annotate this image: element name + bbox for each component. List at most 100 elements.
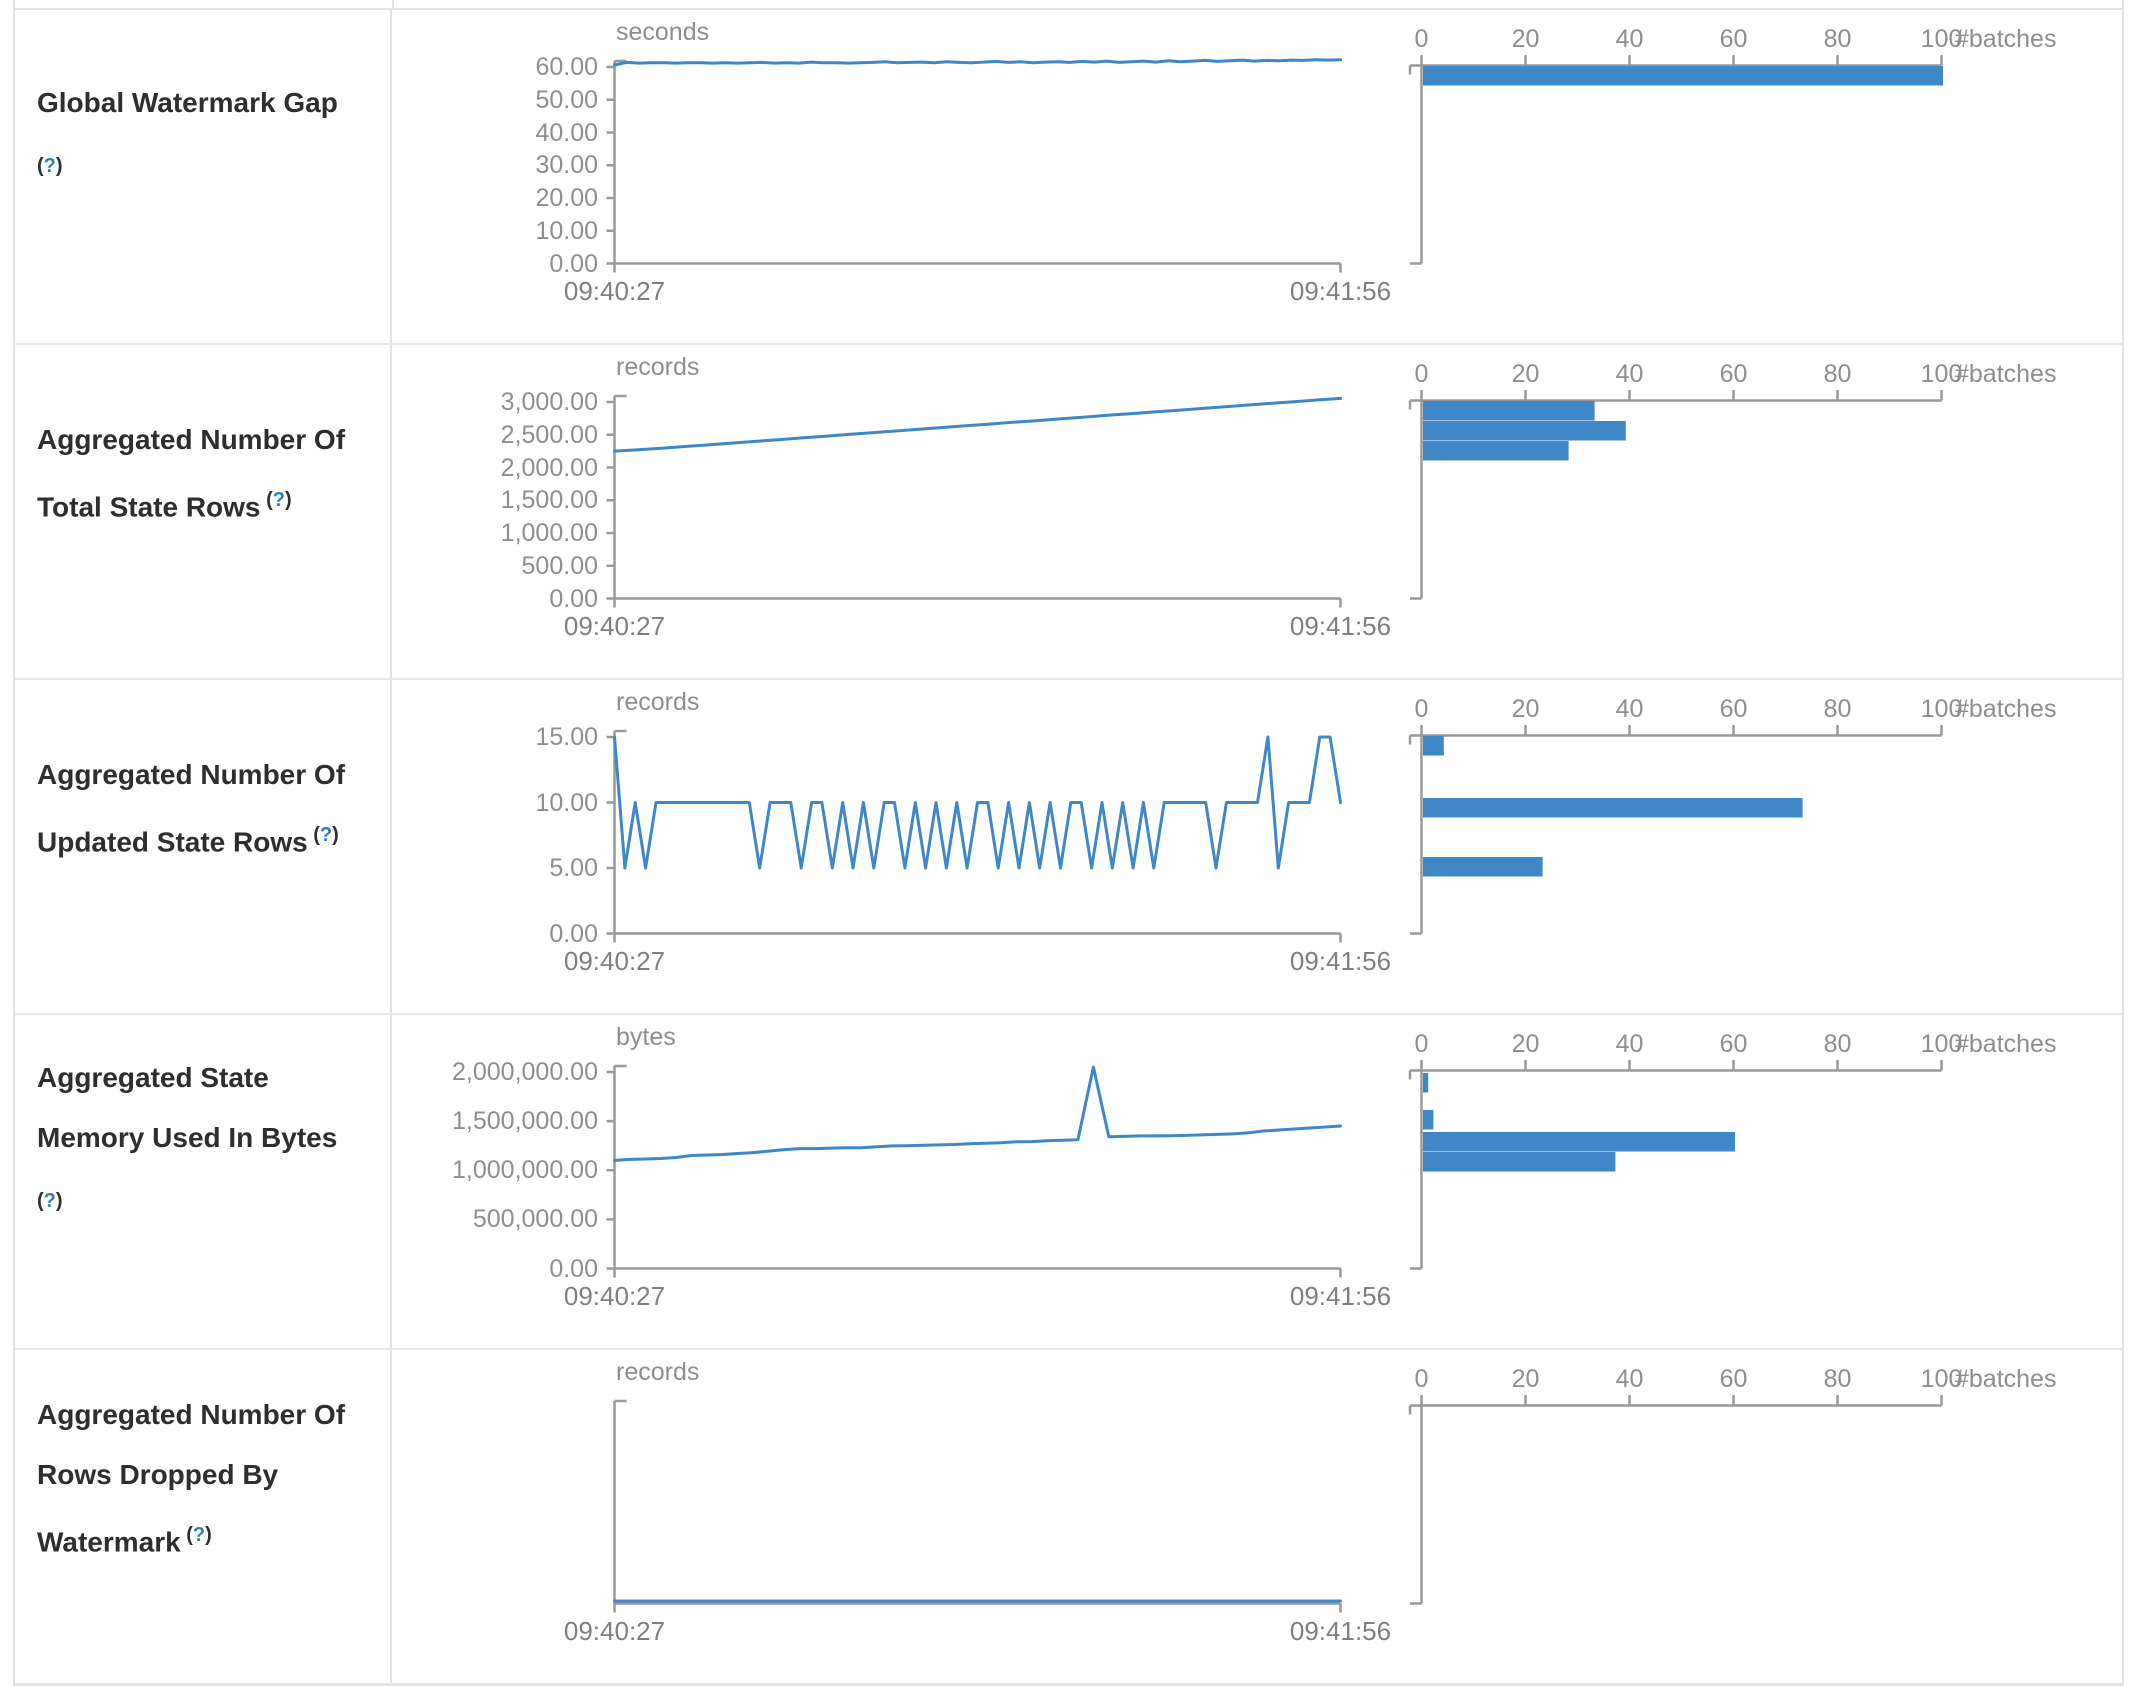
timeline-line <box>613 58 1342 67</box>
batches-axis-label: #batches <box>1955 1030 2057 1058</box>
timeline-unit-label: records <box>616 1358 700 1386</box>
histogram-bar <box>1423 441 1569 461</box>
y-axis-tick-label: 15.00 <box>535 723 598 751</box>
histogram-y-axis <box>1410 1405 1423 1605</box>
y-axis-tick-label: 0.00 <box>549 249 598 278</box>
metric-title-text: Aggregated Number Of Total State Rows <box>37 423 346 523</box>
histogram-bar <box>1423 1110 1434 1130</box>
histogram-tick-label: 0 <box>1414 1030 1429 1058</box>
metric-name-cell: Aggregated Number Of Total State Rows (?… <box>15 345 392 678</box>
help-marker: (?) <box>37 1190 63 1213</box>
histogram-bar <box>1423 736 1444 756</box>
timeline-y-axis <box>613 1399 627 1604</box>
x-axis-label-end: 09:41:56 <box>1289 1616 1392 1646</box>
timeline-line <box>613 735 1342 870</box>
batches-axis-label: #batches <box>1955 360 2057 388</box>
histogram-bar <box>1423 1073 1429 1093</box>
histogram-x-axis <box>1408 64 1942 75</box>
metric-title: Global Watermark Gap (?) <box>37 73 366 203</box>
histogram-tick-label: 100 <box>1920 1030 1963 1058</box>
charts-layer <box>606 55 1943 273</box>
metric-title: Aggregated Number Of Updated State Rows … <box>37 745 366 872</box>
x-axis-label-start: 09:40:27 <box>563 611 666 641</box>
timeline-unit-label: records <box>616 688 700 716</box>
timeline-unit-label: seconds <box>616 18 710 46</box>
timeline-line <box>613 1065 1342 1162</box>
x-axis-label-end: 09:41:56 <box>1289 1281 1392 1311</box>
help-link[interactable]: ? <box>192 1523 206 1546</box>
help-marker: (?) <box>307 823 339 846</box>
charts-layer <box>606 390 1943 608</box>
y-axis-tick-label: 1,500,000.00 <box>452 1107 598 1136</box>
histogram-x-axis <box>1408 399 1942 410</box>
metric-row: Aggregated State Memory Used In Bytes (?… <box>15 1015 2122 1350</box>
metric-name-cell: Aggregated Number Of Rows Dropped By Wat… <box>15 1350 392 1683</box>
x-axis-label-start: 09:40:27 <box>563 276 666 306</box>
y-axis-tick-label: 5.00 <box>549 854 598 882</box>
histogram-bar <box>1423 66 1943 86</box>
y-axis-tick-label: 0.00 <box>549 919 598 948</box>
x-axis-label-end: 09:41:56 <box>1289 611 1392 641</box>
y-axis-tick-label: 50.00 <box>535 85 598 114</box>
chart-cell: records 09:40:27 09:41:56 0 20 40 60 80 100 #batc… <box>392 1350 2122 1683</box>
histogram-tick-label: 0 <box>1414 25 1429 53</box>
metric-row: Aggregated Number Of Total State Rows (?… <box>15 345 2122 680</box>
histogram-tick-label: 20 <box>1511 695 1540 723</box>
histogram-tick-label: 60 <box>1719 695 1748 723</box>
histogram-tick-label: 80 <box>1823 1365 1852 1393</box>
metric-name-cell: Aggregated State Memory Used In Bytes (?… <box>15 1015 392 1348</box>
y-axis-tick-label: 0.00 <box>549 1254 598 1283</box>
y-axis-tick-label: 2,000.00 <box>500 453 598 482</box>
chart-cell: records 15.00 10.00 5.00 0.00 09:40:27 09:41:5… <box>392 680 2122 1013</box>
histogram-tick-label: 60 <box>1719 25 1748 53</box>
chart-cell: seconds 60.00 50.00 40.00 30.00 20.00 10.00 0.0… <box>392 10 2122 343</box>
histogram-tick-label: 0 <box>1414 360 1429 388</box>
chart-cell: bytes 2,000,000.00 1,500,000.00 1,000,000.0… <box>392 1015 2122 1348</box>
metric-title-text: Aggregated Number Of Updated State Rows <box>37 758 346 858</box>
timeline-y-axis <box>613 394 627 599</box>
help-link[interactable]: ? <box>43 1190 56 1213</box>
metric-row: Aggregated Number Of Rows Dropped By Wat… <box>15 1350 2122 1685</box>
help-marker: (?) <box>180 1523 212 1546</box>
histogram-bar <box>1423 1132 1735 1152</box>
histogram-tick-label: 100 <box>1920 1365 1963 1393</box>
timeline-unit-label: bytes <box>616 1023 676 1051</box>
histogram-tick-label: 20 <box>1511 1365 1540 1393</box>
table-top-crop-strip <box>13 0 2124 8</box>
help-link[interactable]: ? <box>272 488 285 511</box>
histogram-tick-label: 40 <box>1615 360 1644 388</box>
histogram-tick-label: 20 <box>1511 25 1540 53</box>
y-axis-tick-label: 1,000,000.00 <box>452 1156 598 1185</box>
y-axis-tick-label: 0.00 <box>549 584 598 613</box>
histogram-tick-label: 80 <box>1823 360 1852 388</box>
histogram-tick-label: 60 <box>1719 360 1748 388</box>
timeline-y-axis <box>613 1064 627 1269</box>
batches-axis-label: #batches <box>1955 1365 2057 1393</box>
histogram-tick-label: 100 <box>1920 25 1963 53</box>
x-axis-label-start: 09:40:27 <box>563 1616 666 1646</box>
y-axis-tick-label: 3,000.00 <box>500 388 598 416</box>
histogram-x-axis <box>1408 1069 1942 1080</box>
metrics-table: Global Watermark Gap (?) seconds 60.00 50.0… <box>13 0 2124 1686</box>
metric-row: Global Watermark Gap (?) seconds 60.00 50.0… <box>15 10 2122 345</box>
histogram-x-axis <box>1408 734 1942 745</box>
histogram-y-axis <box>1410 65 1423 265</box>
metrics-table-body: Global Watermark Gap (?) seconds 60.00 50.0… <box>13 8 2124 1686</box>
metric-title: Aggregated Number Of Rows Dropped By Wat… <box>37 1385 366 1572</box>
timeline-x-axis <box>613 262 1342 273</box>
timeline-x-axis <box>613 1602 1342 1613</box>
histogram-tick-label: 80 <box>1823 695 1852 723</box>
timeline-line <box>613 396 1342 453</box>
x-axis-label-end: 09:41:56 <box>1289 276 1392 306</box>
metric-title: Aggregated Number Of Total State Rows (?… <box>37 410 366 537</box>
timeline-unit-label: records <box>616 353 700 381</box>
y-axis-tick-label: 20.00 <box>535 184 598 212</box>
histogram-tick-label: 60 <box>1719 1365 1748 1393</box>
histogram-tick-label: 0 <box>1414 1365 1429 1393</box>
help-link[interactable]: ? <box>319 823 333 846</box>
histogram-tick-label: 40 <box>1615 1365 1644 1393</box>
histogram-tick-label: 80 <box>1823 1030 1852 1058</box>
help-link[interactable]: ? <box>43 155 56 178</box>
help-marker: (?) <box>260 488 292 511</box>
